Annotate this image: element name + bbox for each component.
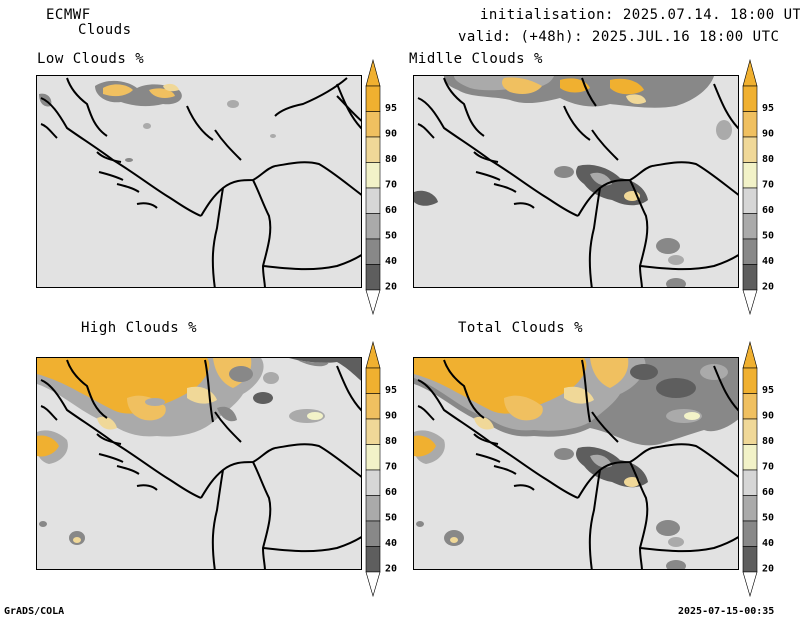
colorbar-bottom-arrow xyxy=(742,289,758,316)
colorbar-swatch xyxy=(365,238,381,265)
colorbar-label: 20 xyxy=(385,282,397,293)
cloud-field-middle xyxy=(414,76,732,287)
panel-title-middle: Midlle Clouds % xyxy=(409,51,543,67)
colorbar-label: 80 xyxy=(385,436,397,447)
colorbar-label: 70 xyxy=(762,180,774,191)
colorbar-label: 95 xyxy=(762,385,774,396)
colorbar-label: 60 xyxy=(385,487,397,498)
colorbar-top-arrow xyxy=(365,58,381,87)
colorbar-swatch xyxy=(742,162,758,189)
colorbar-label: 50 xyxy=(762,513,774,524)
map-panel-total xyxy=(413,357,739,570)
init-time: initialisation: 2025.07.14. 18:00 UTC xyxy=(480,7,800,23)
colorbar-swatch xyxy=(742,495,758,522)
colorbar-swatch xyxy=(742,367,758,394)
colorbar-label: 90 xyxy=(762,411,774,422)
colorbar-label: 70 xyxy=(385,180,397,191)
colorbar-swatch xyxy=(365,469,381,496)
borders-low xyxy=(40,77,361,287)
borders-high xyxy=(40,359,361,569)
colorbar-swatch xyxy=(365,162,381,189)
colorbar-label: 50 xyxy=(762,231,774,242)
colorbar-middle: 95 90 80 70 60 50 40 20 xyxy=(740,58,788,316)
colorbar-swatch xyxy=(742,213,758,240)
colorbar-label: 60 xyxy=(385,205,397,216)
colorbar-swatch xyxy=(742,546,758,573)
colorbar-swatch xyxy=(742,393,758,420)
borders-total xyxy=(417,359,738,569)
colorbar-total: 95 90 80 70 60 50 40 20 xyxy=(740,340,788,598)
colorbar-swatch xyxy=(365,213,381,240)
colorbar-top-arrow xyxy=(742,58,758,87)
colorbar-bottom-arrow xyxy=(365,571,381,598)
colorbar-swatch xyxy=(365,393,381,420)
colorbar-swatch xyxy=(365,111,381,138)
colorbar-swatch xyxy=(742,187,758,214)
colorbar-label: 95 xyxy=(385,385,397,396)
colorbar-low: 95 90 80 70 60 50 40 20 xyxy=(363,58,411,316)
colorbar-swatch xyxy=(365,520,381,547)
colorbar-swatch xyxy=(742,469,758,496)
colorbar-label: 50 xyxy=(385,513,397,524)
colorbar-swatch xyxy=(365,444,381,471)
panel-title-low: Low Clouds % xyxy=(37,51,145,67)
map-panel-middle xyxy=(413,75,739,288)
model-label: ECMWF xyxy=(46,7,91,23)
colorbar-label: 20 xyxy=(385,564,397,575)
panel-title-high: High Clouds % xyxy=(81,320,198,336)
colorbar-label: 40 xyxy=(762,256,774,267)
colorbar-swatch xyxy=(742,418,758,445)
colorbar-bottom-arrow xyxy=(742,571,758,598)
colorbar-swatch xyxy=(365,367,381,394)
colorbar-swatch xyxy=(742,85,758,112)
colorbar-label: 50 xyxy=(385,231,397,242)
colorbar-swatch xyxy=(742,264,758,291)
colorbar-label: 70 xyxy=(385,462,397,473)
colorbar-top-arrow xyxy=(365,340,381,369)
cloud-field-low xyxy=(39,80,276,162)
colorbar-swatch xyxy=(742,136,758,163)
map-panel-high xyxy=(36,357,362,570)
colorbar-swatch xyxy=(742,444,758,471)
panel-title-total: Total Clouds % xyxy=(458,320,584,336)
colorbar-label: 40 xyxy=(762,538,774,549)
colorbar-label: 60 xyxy=(762,205,774,216)
colorbar-high: 95 90 80 70 60 50 40 20 xyxy=(363,340,411,598)
colorbar-label: 80 xyxy=(762,436,774,447)
colorbar-swatch xyxy=(365,187,381,214)
colorbar-swatch xyxy=(365,85,381,112)
colorbar-label: 90 xyxy=(385,411,397,422)
colorbar-label: 20 xyxy=(762,282,774,293)
colorbar-label: 20 xyxy=(762,564,774,575)
colorbar-swatch xyxy=(742,238,758,265)
colorbar-label: 70 xyxy=(762,462,774,473)
colorbar-label: 60 xyxy=(762,487,774,498)
colorbar-label: 95 xyxy=(385,103,397,114)
colorbar-swatch xyxy=(365,136,381,163)
borders-middle xyxy=(417,77,738,287)
colorbar-label: 95 xyxy=(762,103,774,114)
colorbar-label: 90 xyxy=(762,129,774,140)
colorbar-label: 90 xyxy=(385,129,397,140)
footer-software: GrADS/COLA xyxy=(4,606,65,617)
colorbar-swatch xyxy=(365,264,381,291)
map-panel-low xyxy=(36,75,362,288)
colorbar-label: 40 xyxy=(385,256,397,267)
colorbar-swatch xyxy=(742,520,758,547)
valid-time: valid: (+48h): 2025.JUL.16 18:00 UTC xyxy=(458,29,780,45)
colorbar-swatch xyxy=(365,495,381,522)
colorbar-label: 80 xyxy=(385,154,397,165)
colorbar-label: 80 xyxy=(762,154,774,165)
colorbar-label: 40 xyxy=(385,538,397,549)
product-label: Clouds xyxy=(78,22,132,38)
colorbar-top-arrow xyxy=(742,340,758,369)
footer-timestamp: 2025-07-15-00:35 xyxy=(678,606,775,617)
colorbar-swatch xyxy=(365,418,381,445)
cloud-field-total xyxy=(414,358,738,569)
colorbar-bottom-arrow xyxy=(365,289,381,316)
colorbar-swatch xyxy=(365,546,381,573)
colorbar-swatch xyxy=(742,111,758,138)
